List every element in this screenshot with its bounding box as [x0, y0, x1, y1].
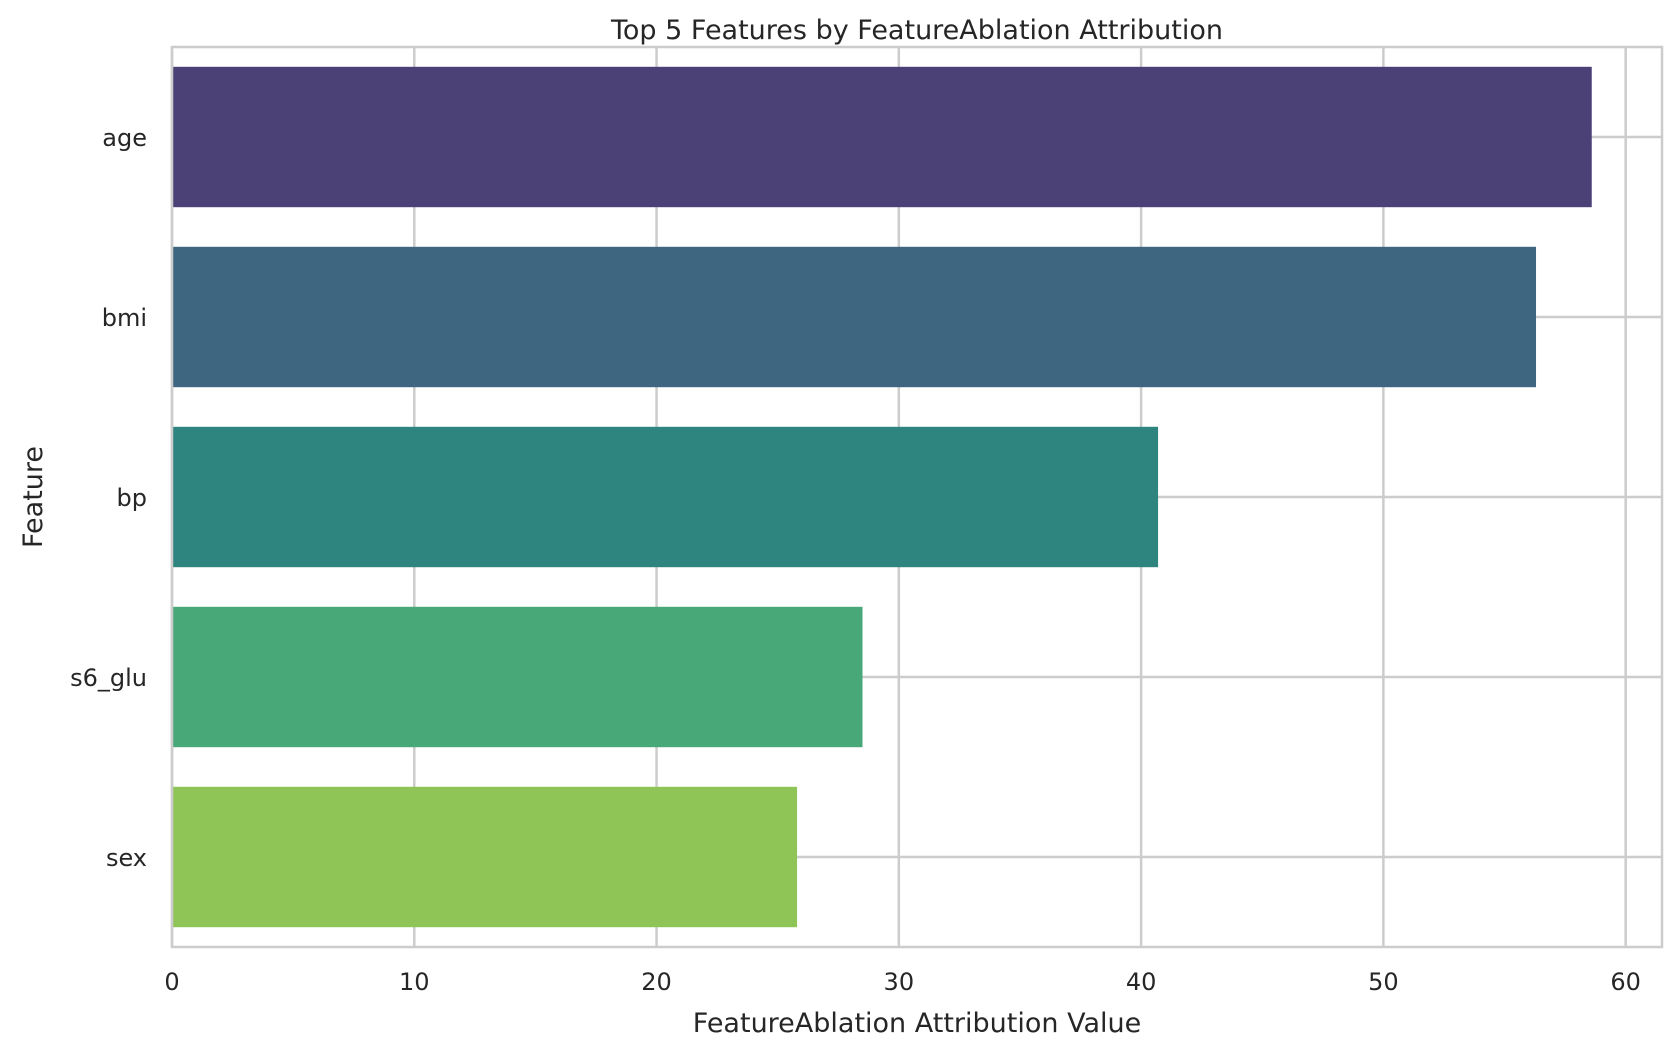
x-tick-labels: 0 10 20 30 40 50 60 [164, 968, 1641, 996]
y-tick-label: bp [117, 484, 147, 512]
bar-s6_glu [172, 606, 863, 748]
bars [172, 66, 1592, 928]
x-tick-label: 60 [1610, 968, 1641, 996]
bar-bp [172, 426, 1159, 568]
x-tick-label: 20 [641, 968, 672, 996]
x-tick-label: 40 [1126, 968, 1157, 996]
bar-bmi [172, 246, 1537, 388]
x-tick-label: 50 [1368, 968, 1399, 996]
x-tick-label: 30 [884, 968, 915, 996]
y-tick-label: age [102, 124, 147, 152]
y-tick-label: bmi [102, 304, 147, 332]
chart-title: Top 5 Features by FeatureAblation Attrib… [610, 15, 1223, 46]
y-tick-label: sex [106, 844, 147, 872]
y-axis-label: Feature [18, 446, 49, 548]
bar-sex [172, 786, 798, 928]
x-tick-label: 10 [399, 968, 430, 996]
x-tick-label: 0 [164, 968, 179, 996]
y-tick-label: s6_glu [70, 664, 147, 692]
x-axis-label: FeatureAblation Attribution Value [693, 1008, 1141, 1039]
bar-age [172, 66, 1592, 208]
plot-frame [170, 45, 1664, 949]
